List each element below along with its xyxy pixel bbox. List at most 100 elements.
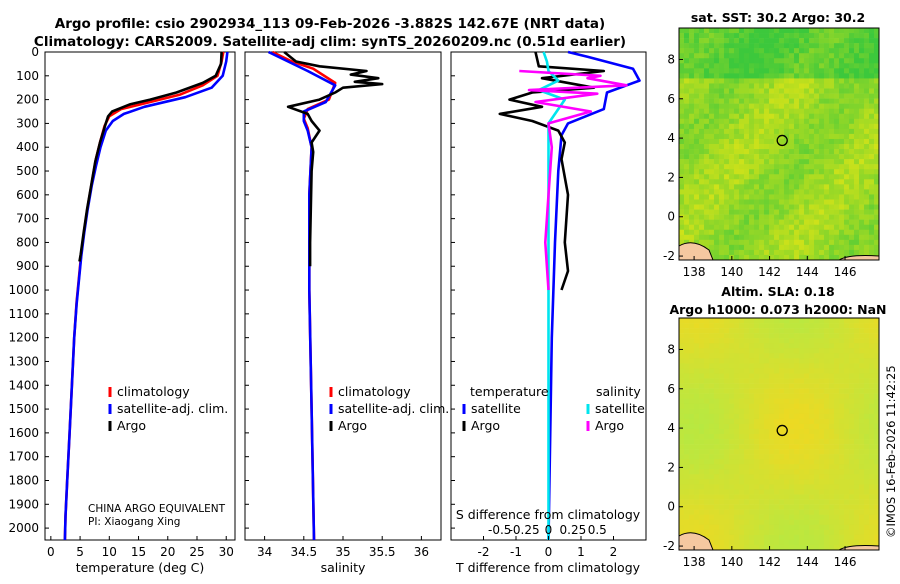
map-cell [689,234,695,241]
map-cell [804,48,810,54]
map-cell [779,383,785,389]
map-cell [794,78,800,84]
map-cell [774,234,780,241]
map-cell [759,454,765,460]
map-cell [799,393,805,399]
map-cell [849,189,855,195]
map-cell [724,363,730,369]
map-cell [719,499,725,505]
map-cell [759,323,765,329]
map-cell [679,63,685,69]
map-cell [839,484,845,490]
map-cell [859,439,865,445]
map-cell [744,499,750,505]
map-cell [839,169,845,175]
map-cell [814,494,820,500]
map-cell [854,209,860,215]
map-cell [809,194,815,200]
map-cell [764,113,770,120]
map-cell [799,98,805,104]
map-cell [824,73,830,79]
map-x-tick-label: 144 [796,555,819,569]
map-cell [819,48,825,54]
map-cell [829,474,835,480]
map-cell [714,118,720,125]
map-cell [754,48,760,54]
map-cell [729,459,735,465]
map-cell [809,179,815,185]
map-cell [694,113,700,120]
map-cell [714,358,720,364]
map-cell [749,239,755,246]
map-cell [809,43,815,49]
map-cell [754,413,760,420]
map-cell [704,393,710,399]
map-cell [794,418,800,425]
map-cell [764,133,770,140]
map-cell [794,93,800,99]
map-cell [744,494,750,500]
map-cell [809,469,815,475]
map-cell [704,179,710,185]
map-cell [679,48,685,54]
map-cell [859,103,865,109]
map-cell [839,464,845,470]
map-cell [704,363,710,369]
map-cell [819,144,825,150]
map-cell [784,439,790,445]
x-tick-label: 2 [610,545,618,559]
map-cell [719,353,725,359]
map-cell [869,504,875,510]
map-cell [874,479,880,485]
map-cell [689,53,695,59]
map-cell [694,93,700,99]
map-cell [804,479,810,485]
map-cell [709,383,715,389]
map-cell [824,544,830,551]
map-cell [784,489,790,495]
map-cell [814,459,820,465]
map-cell [809,244,815,251]
map-cell [864,434,870,440]
map-cell [809,373,815,379]
map-cell [774,78,780,84]
map-cell [849,529,855,536]
map-cell [804,398,810,405]
map-cell [869,38,875,44]
map-cell [849,444,855,450]
map-cell [764,499,770,505]
map-cell [679,318,685,324]
map-cell [814,348,820,354]
map-cell [739,348,745,354]
map-cell [839,118,845,125]
map-cell [739,68,745,74]
map-cell [749,449,755,455]
map-cell [759,373,765,379]
map-cell [829,83,835,89]
map-cell [839,509,845,515]
map-cell [694,403,700,410]
map-cell [769,184,775,190]
map-cell [804,454,810,460]
map-cell [714,179,720,185]
map-cell [699,138,705,145]
map-cell [789,194,795,200]
map-cell [774,499,780,505]
map-cell [859,413,865,420]
map-cell [739,363,745,369]
map-cell [719,108,725,115]
map-cell [734,459,740,465]
map-cell [829,333,835,339]
map-cell [814,113,820,120]
map-cell [844,459,850,465]
map-cell [769,48,775,54]
map-cell [814,428,820,435]
map-cell [704,534,710,541]
map-cell [684,63,690,69]
map-cell [819,358,825,364]
map-cell [689,194,695,200]
map-cell [729,159,735,165]
map-cell [799,413,805,420]
map-cell [794,358,800,364]
map-cell [804,333,810,339]
